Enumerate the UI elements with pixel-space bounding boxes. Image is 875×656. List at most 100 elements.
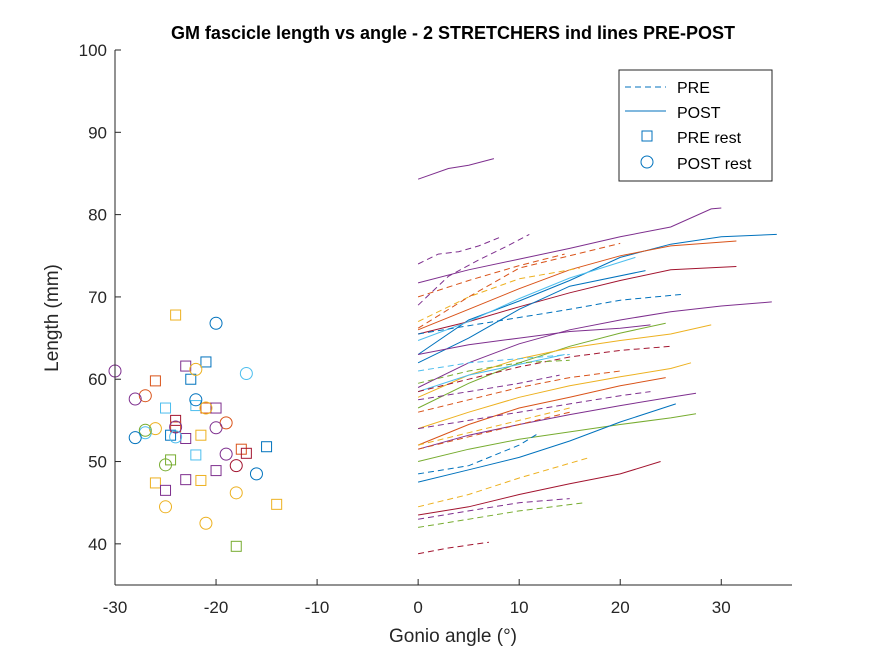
post-rest-point (169, 430, 183, 444)
legend: PRE POST PRE rest POST rest (618, 69, 773, 182)
pre-rest-point (185, 373, 197, 385)
x-tick-label: 30 (712, 598, 731, 617)
y-tick-label: 50 (88, 453, 107, 472)
pre-rest-point (195, 474, 207, 486)
post-rest-point (189, 362, 203, 376)
post-series-line (418, 461, 661, 516)
post-rest-point (249, 467, 263, 481)
post-rest-point (138, 389, 152, 403)
tick-labels: -30 -20 -10 0 10 20 30 40 50 60 70 80 90 100 (79, 41, 731, 617)
x-axis-label: Gonio angle (°) (389, 626, 517, 647)
pre-series-line (417, 242, 621, 329)
pre-series-line (417, 370, 621, 413)
post-rest-point (199, 401, 213, 415)
pre-rest-point (170, 414, 182, 426)
pre-rest-point (240, 447, 252, 459)
pre-series-line (418, 391, 651, 430)
post-rest-point (159, 458, 173, 472)
y-axis-label: Length (mm) (42, 264, 63, 372)
post-rest-point (189, 393, 203, 407)
pre-series-line (418, 541, 489, 555)
pre-series-line (417, 253, 565, 298)
pre-rest-point (230, 540, 242, 552)
pre-series-line (418, 502, 585, 528)
pre-rest-point (210, 402, 222, 414)
pre-series-line (417, 456, 591, 508)
pre-rest-point (149, 375, 161, 387)
pre-rest-point (170, 309, 182, 321)
pre-rest-point (210, 465, 222, 477)
pre-rest-point (195, 429, 207, 441)
pre-series-line (417, 237, 500, 265)
post-series-line (417, 322, 666, 409)
pre-rest-point (180, 432, 192, 444)
x-tick-label: -10 (305, 598, 330, 617)
post-series-line (417, 233, 777, 355)
y-tick-label: 40 (88, 535, 107, 554)
post-rest-point (199, 516, 213, 530)
x-tick-label: 20 (611, 598, 630, 617)
y-tick-label: 70 (88, 288, 107, 307)
post-series-line (418, 324, 651, 355)
pre-series-line (418, 294, 681, 335)
pre-series-line (418, 498, 570, 520)
pre-series-line (418, 374, 560, 401)
post-series-line (417, 207, 722, 284)
post-rest-point (128, 392, 142, 406)
x-tick-label: -20 (204, 598, 229, 617)
pre-series-line (417, 359, 570, 384)
post-rest-point (239, 366, 253, 380)
pre-series-line (417, 407, 570, 446)
pre-rest-point (160, 402, 172, 414)
y-tick-label: 60 (88, 370, 107, 389)
post-rest-point (209, 316, 223, 330)
x-tick-label: 0 (413, 598, 422, 617)
legend-pre-label: PRE (677, 80, 710, 97)
legend-post-rest-marker (640, 155, 654, 169)
post-rest-point (169, 420, 183, 434)
post-rest-point (209, 421, 223, 435)
pre-series-line (418, 354, 570, 372)
plot-area (108, 158, 777, 555)
pre-rest-point (261, 441, 273, 453)
pre-rest-point (149, 477, 161, 489)
pre-series-line (418, 432, 540, 475)
legend-pre-rest-marker (641, 130, 653, 142)
legend-post-label: POST (677, 105, 721, 122)
post-rest-point (229, 459, 243, 473)
x-tick-label: 10 (510, 598, 529, 617)
post-rest-point (219, 447, 233, 461)
pre-rest-point (200, 356, 212, 368)
y-tick-label: 80 (88, 206, 107, 225)
post-series-line (417, 377, 666, 446)
pre-rest-point (180, 360, 192, 372)
post-series-line (417, 413, 697, 462)
x-tick-label: -30 (103, 598, 128, 617)
post-series-line (417, 256, 636, 341)
post-series-line (417, 362, 692, 430)
post-series-line (417, 158, 495, 180)
post-rest-point (128, 431, 142, 445)
post-series-line (417, 354, 565, 393)
post-rest-point (159, 500, 173, 514)
pre-rest-point (190, 449, 202, 461)
post-series-line (417, 270, 646, 364)
post-rest-point (138, 423, 152, 437)
post-rest-point (229, 486, 243, 500)
post-series-line (417, 403, 676, 483)
y-tick-label: 100 (79, 41, 107, 60)
pre-series-line (417, 267, 580, 323)
pre-series-line (417, 345, 671, 393)
pre-rest-point (165, 454, 177, 466)
axes (114, 49, 792, 586)
y-tick-label: 90 (88, 123, 107, 142)
pre-rest-point (200, 402, 212, 414)
legend-pre-rest-label: PRE rest (677, 130, 742, 147)
pre-rest-point (271, 498, 283, 510)
chart-title: GM fascicle length vs angle - 2 STRETCHE… (171, 23, 735, 43)
legend-box (618, 69, 773, 182)
legend-post-rest-label: POST rest (677, 156, 752, 173)
post-series-line (417, 301, 772, 388)
pre-rest-point (180, 474, 192, 486)
